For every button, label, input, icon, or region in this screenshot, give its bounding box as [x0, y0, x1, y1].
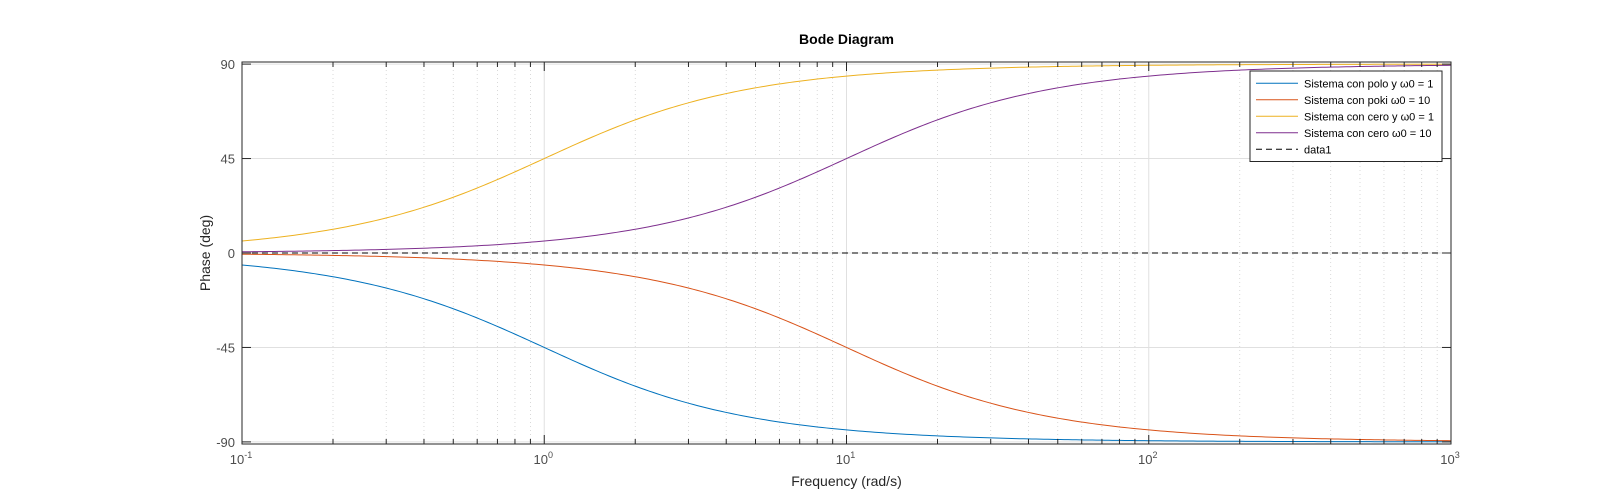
series-line-2: [241, 253, 1452, 442]
x-tick-label: 100: [534, 450, 553, 467]
legend-entry-1: Sistema con polo y ω0 = 1: [1304, 78, 1433, 90]
x-tick-label: 10-1: [230, 450, 252, 467]
series-line-4: [241, 64, 1452, 253]
x-tick-label: 101: [836, 450, 855, 467]
y-tick-label: 0: [228, 246, 235, 261]
y-axis-label: Phase (deg): [197, 215, 213, 291]
x-tick-label: 102: [1138, 450, 1157, 467]
y-tick-label: 90: [221, 57, 235, 72]
x-axis-label: Frequency (rad/s): [791, 473, 901, 489]
series-line-3: [241, 63, 1451, 242]
x-tick-label: 103: [1440, 450, 1459, 467]
y-tick-label: 45: [221, 152, 235, 167]
legend-entry-5: data1: [1304, 144, 1332, 156]
legend-entry-3: Sistema con cero y ω0 = 1: [1304, 111, 1434, 123]
legend: Sistema con polo y ω0 = 1 Sistema con pok…: [1249, 70, 1443, 162]
series-line-1: [241, 264, 1451, 443]
y-tick-label: -90: [216, 435, 235, 450]
series-lines: [241, 63, 1452, 443]
chart-title: Bode Diagram: [799, 31, 894, 47]
axis-ticks: [241, 62, 1452, 444]
legend-entry-4: Sistema con cero ω0 = 10: [1304, 128, 1432, 140]
legend-entry-2: Sistema con poki ω0 = 10: [1304, 95, 1430, 107]
y-tick-label: -45: [216, 340, 235, 355]
